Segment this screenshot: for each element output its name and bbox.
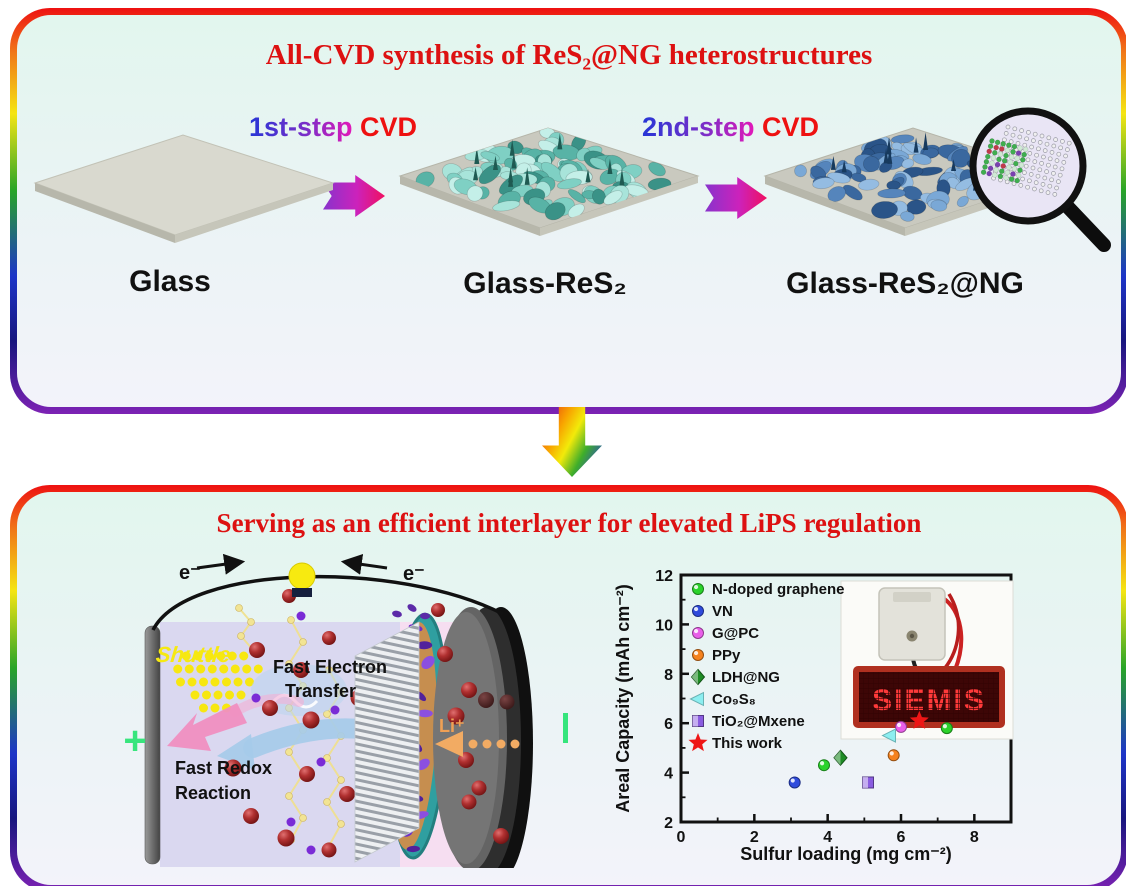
crystal-lattice — [980, 124, 1072, 197]
holder-clip — [893, 592, 931, 602]
svg-text:4: 4 — [664, 766, 673, 783]
svg-text:2: 2 — [750, 829, 759, 846]
fast-electron-label-line1: Fast Electron — [273, 657, 387, 677]
svg-text:TiO₂@Mxene: TiO₂@Mxene — [712, 713, 805, 730]
li-dot — [482, 739, 492, 749]
fast-redox-label-line1: Fast Redox — [175, 758, 272, 778]
svg-text:LDH@NG: LDH@NG — [712, 669, 780, 686]
minus-terminal-icon — [563, 713, 568, 743]
led-demo-inset-photo: SIEMIS — [840, 580, 1014, 740]
application-panel: Serving as an efficient interlayer for e… — [10, 485, 1126, 886]
legend-item: LDH@NG — [690, 668, 780, 686]
svg-text:12: 12 — [655, 568, 673, 585]
ion-flow-arrowhead — [217, 734, 255, 770]
plus-terminal-label: + — [123, 719, 146, 763]
svg-text:4: 4 — [823, 829, 832, 846]
svg-text:8: 8 — [664, 667, 673, 684]
red-wire-2 — [943, 593, 961, 670]
lithium-ion-label: Li⁺ — [439, 716, 465, 736]
chart-data-points — [788, 710, 953, 789]
electron-left-arrow — [196, 553, 246, 575]
legend-item: TiO₂@Mxene — [692, 713, 805, 730]
shuttle-sulfur-cluster — [173, 651, 263, 713]
svg-text:N-doped graphene: N-doped graphene — [712, 581, 845, 598]
bulb-icon — [288, 562, 316, 590]
legend-item: VN — [692, 603, 733, 620]
glass-res2-label: Glass-ReS₂ — [463, 267, 627, 300]
li-dot — [468, 739, 478, 749]
svg-text:6: 6 — [897, 829, 906, 846]
redox-arrow-tail — [230, 693, 304, 717]
svg-text:VN: VN — [712, 603, 733, 620]
glass-substrate-illustration — [33, 134, 335, 243]
svg-text:Sulfur loading (mg cm⁻²): Sulfur loading (mg cm⁻²) — [740, 844, 952, 864]
svg-text:Co₉S₈: Co₉S₈ — [712, 691, 756, 708]
synthesis-panel-inner: All-CVD synthesis of ReS₂@NG heterostruc… — [17, 15, 1121, 407]
legend-item: PPy — [692, 647, 741, 664]
legend-item: G@PC — [692, 625, 759, 642]
glass-label: Glass — [129, 265, 211, 298]
lithium-flow-arrow-icon — [435, 731, 463, 757]
li-dot — [510, 739, 520, 749]
anode-electrode — [433, 607, 533, 868]
synthesis-panel: All-CVD synthesis of ReS₂@NG heterostruc… — [10, 8, 1126, 414]
application-panel-inner: Serving as an efficient interlayer for e… — [17, 492, 1121, 885]
battery-holder — [878, 587, 946, 661]
svg-text:10: 10 — [655, 617, 673, 634]
interlayer-crystal-tips — [392, 604, 430, 620]
chart-legend: N-doped graphene VN G@PC PPy LDH@NG Co₉S₈ TiO₂… — [688, 581, 845, 752]
glass-res2-illustration — [398, 127, 700, 236]
legend-item: N-doped graphene — [692, 581, 845, 598]
top-panel-title: All-CVD synthesis of ReS₂@NG heterostruc… — [265, 39, 873, 71]
rainbow-down-arrow-icon — [542, 407, 602, 477]
fast-electron-label-line2: Transfer — [285, 681, 356, 701]
svg-text:0: 0 — [677, 829, 686, 846]
magnifier-crystal-inset — [969, 107, 1111, 252]
bulb-base-icon — [292, 588, 312, 597]
svg-text:2: 2 — [664, 815, 673, 832]
electron-left-label: e⁻ — [179, 562, 201, 584]
legend-item: This work — [688, 733, 783, 752]
magnifier-handle-icon — [1059, 198, 1111, 252]
step-2-gradient-text: 2nd-step — [642, 112, 755, 142]
electron-right-label: e⁻ — [403, 563, 425, 585]
right-polysulfide-spheres — [431, 603, 515, 844]
legend-item: Co₉S₈ — [689, 691, 756, 708]
holder-contact-center — [909, 633, 915, 639]
bottom-panel-title: Serving as an efficient interlayer for e… — [216, 508, 922, 538]
svg-text:G@PC: G@PC — [712, 625, 759, 642]
svg-text:8: 8 — [970, 829, 979, 846]
step-2-cvd-text: CVD — [762, 112, 820, 142]
graphene-lattice-layer — [354, 621, 420, 863]
glass-res2-ng-label: Glass-ReS₂@NG — [786, 267, 1024, 300]
li-s-cell-schematic: + — [123, 553, 568, 868]
redox-arrow-icon — [167, 703, 247, 751]
li-dot — [496, 739, 506, 749]
led-dot-matrix-overlay — [859, 672, 999, 722]
svg-text:Areal Capacity (mAh cm⁻²): Areal Capacity (mAh cm⁻²) — [613, 584, 633, 813]
svg-text:This work: This work — [712, 735, 783, 752]
step-2-label: 2nd-step CVD — [642, 112, 819, 143]
electron-right-arrow — [340, 553, 388, 575]
shuttle-label: Shuttle — [155, 642, 232, 667]
step-1-cvd-text: CVD — [360, 112, 418, 142]
cathode-electrode — [144, 625, 161, 865]
step-1-gradient-text: 1st-step — [249, 112, 353, 142]
svg-text:6: 6 — [664, 716, 673, 733]
step-1-label: 1st-step CVD — [249, 112, 417, 143]
fast-redox-label-line2: Reaction — [175, 783, 251, 803]
svg-text:PPy: PPy — [712, 647, 741, 664]
